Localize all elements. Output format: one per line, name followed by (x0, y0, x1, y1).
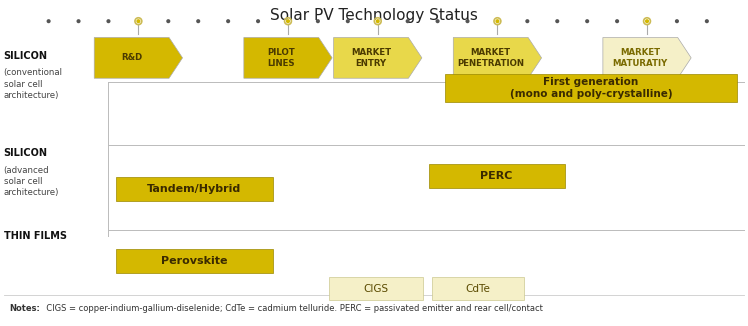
Polygon shape (244, 37, 332, 78)
Text: CdTe: CdTe (465, 284, 491, 293)
FancyBboxPatch shape (329, 277, 423, 300)
Text: SILICON: SILICON (4, 148, 48, 158)
Polygon shape (453, 37, 542, 78)
FancyBboxPatch shape (429, 164, 565, 188)
Ellipse shape (675, 19, 679, 23)
Ellipse shape (166, 19, 171, 23)
Ellipse shape (435, 19, 440, 23)
FancyBboxPatch shape (116, 177, 273, 201)
Text: MARKET
PENETRATION: MARKET PENETRATION (457, 48, 524, 68)
Ellipse shape (585, 19, 589, 23)
Ellipse shape (645, 19, 649, 23)
FancyBboxPatch shape (432, 277, 524, 300)
Ellipse shape (525, 19, 530, 23)
Text: MARKET
ENTRY: MARKET ENTRY (351, 48, 391, 68)
Text: Notes:: Notes: (9, 304, 40, 313)
FancyBboxPatch shape (116, 248, 273, 273)
Ellipse shape (226, 19, 230, 23)
Text: Tandem/Hybrid: Tandem/Hybrid (147, 184, 242, 194)
Ellipse shape (256, 19, 260, 23)
Text: THIN FILMS: THIN FILMS (4, 231, 67, 242)
Ellipse shape (495, 19, 500, 23)
Ellipse shape (705, 19, 709, 23)
Text: First generation
(mono and poly-crystalline): First generation (mono and poly-crystall… (509, 77, 672, 99)
Text: CIGS: CIGS (364, 284, 388, 293)
Ellipse shape (136, 19, 141, 23)
Text: CIGS = copper-indium-gallium-diselenide; CdTe = cadmium telluride. PERC = passiv: CIGS = copper-indium-gallium-diselenide;… (41, 304, 543, 313)
Polygon shape (334, 37, 422, 78)
Text: Perovskite: Perovskite (162, 256, 227, 266)
Text: PILOT
LINES: PILOT LINES (267, 48, 295, 68)
Text: (conventional
solar cell
architecture): (conventional solar cell architecture) (4, 68, 63, 100)
Text: MARKET
MATURATIY: MARKET MATURATIY (613, 48, 668, 68)
Ellipse shape (106, 19, 111, 23)
FancyBboxPatch shape (445, 74, 737, 102)
Ellipse shape (46, 19, 51, 23)
Ellipse shape (76, 19, 81, 23)
Ellipse shape (346, 19, 350, 23)
Text: R&D: R&D (121, 53, 142, 62)
Text: PERC: PERC (480, 171, 513, 181)
Text: SILICON: SILICON (4, 51, 48, 61)
Text: (advanced
solar cell
architecture): (advanced solar cell architecture) (4, 166, 59, 198)
Polygon shape (603, 37, 691, 78)
Ellipse shape (465, 19, 470, 23)
Ellipse shape (555, 19, 560, 23)
Polygon shape (94, 37, 183, 78)
Ellipse shape (286, 19, 290, 23)
Text: Solar PV Technology Status: Solar PV Technology Status (270, 8, 478, 23)
Ellipse shape (405, 19, 410, 23)
Ellipse shape (316, 19, 320, 23)
Ellipse shape (375, 19, 380, 23)
Ellipse shape (615, 19, 619, 23)
Ellipse shape (196, 19, 200, 23)
